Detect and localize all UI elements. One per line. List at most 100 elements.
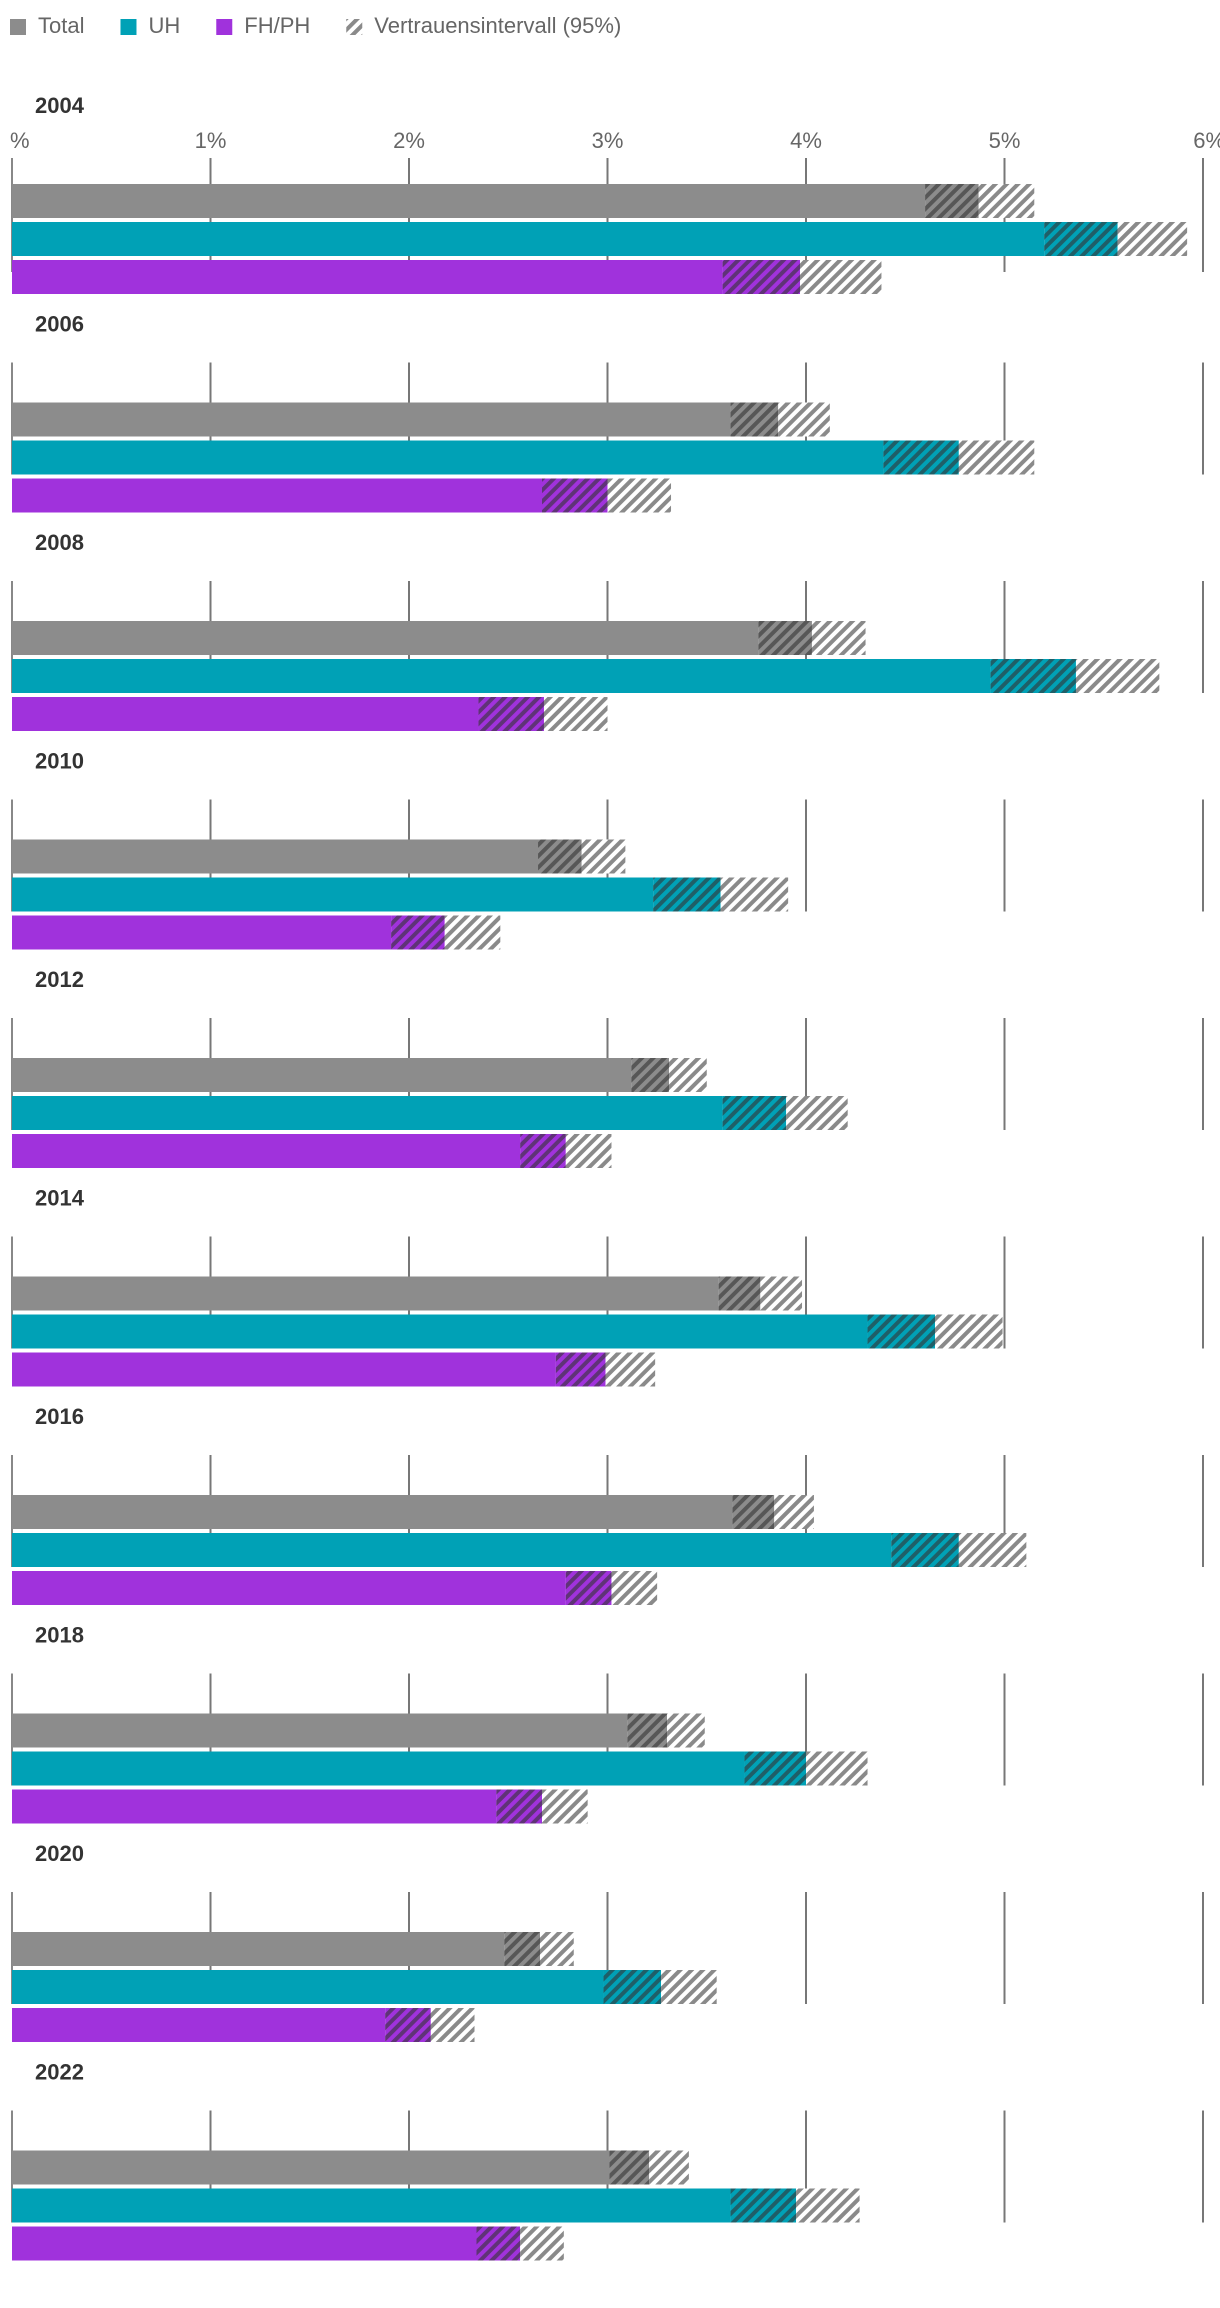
ci-upper-hatch [430, 2008, 475, 2042]
ci-lower-hatch [520, 1134, 566, 1168]
bar-total [12, 1276, 719, 1311]
tick-label: 6% [1193, 128, 1220, 153]
bar-fh-ph [12, 1571, 566, 1605]
ci-lower-hatch [744, 1751, 806, 1786]
bar-fh-ph [12, 1134, 521, 1168]
ci-upper-hatch [669, 1058, 707, 1092]
ci-upper-hatch [605, 1352, 656, 1387]
panel-title: 2018 [35, 1623, 84, 1648]
bar-total [12, 1932, 505, 1966]
ci-lower-hatch [883, 440, 959, 475]
bar-uh [12, 659, 991, 693]
ci-lower-hatch [758, 621, 812, 655]
ci-upper-hatch [778, 402, 830, 437]
ci-lower-hatch [631, 1058, 670, 1092]
panel-2020: 2020 [11, 1841, 1204, 2042]
bar-fh-ph [12, 1789, 497, 1824]
ci-lower-hatch [867, 1314, 936, 1349]
ci-upper-hatch [760, 1276, 803, 1311]
legend-label: Total [38, 13, 84, 38]
ci-upper-hatch [541, 1789, 588, 1824]
ci-lower-hatch [990, 659, 1076, 693]
ci-upper-hatch [1075, 659, 1160, 693]
legend-swatch-ci [346, 19, 363, 35]
tick-label: 5% [989, 128, 1021, 153]
ci-upper-hatch [958, 440, 1035, 475]
legend-label: UH [148, 13, 180, 38]
panel-2022: 2022 [11, 2060, 1204, 2261]
panel-title: 2012 [35, 967, 84, 992]
ci-upper-hatch [720, 877, 789, 912]
bar-fh-ph [12, 697, 479, 731]
panel-title: 2014 [35, 1186, 85, 1211]
ci-lower-hatch [730, 2188, 797, 2223]
ci-lower-hatch [925, 184, 979, 218]
ci-lower-hatch [478, 697, 544, 731]
ci-lower-hatch [541, 478, 608, 513]
bar-total [12, 1713, 628, 1748]
ci-lower-hatch [653, 877, 721, 912]
panel-title: 2022 [35, 2060, 84, 2085]
legend-item: UH [120, 13, 180, 38]
bar-uh [12, 2188, 731, 2223]
ci-upper-hatch [543, 697, 608, 731]
panel-title: 2008 [35, 530, 84, 555]
panel-title: 2016 [35, 1404, 84, 1429]
panel-2006: 2006 [11, 312, 1204, 513]
bar-uh [12, 1970, 604, 2004]
bar-total [12, 1058, 632, 1092]
ci-upper-hatch [607, 478, 672, 513]
panel-2004: 2004% 1% 2% 3% 4% 5% 6% [10, 93, 1220, 294]
ci-lower-hatch [722, 1096, 787, 1130]
ci-upper-hatch [800, 260, 882, 294]
panel-2018: 2018 [11, 1623, 1204, 1824]
bar-uh [12, 1533, 892, 1567]
ci-lower-hatch [555, 1352, 606, 1387]
bar-uh [12, 1751, 745, 1786]
ci-upper-hatch [935, 1314, 1003, 1349]
ci-upper-hatch [565, 1134, 612, 1168]
tick-label: 4% [790, 128, 822, 153]
bar-total [12, 1495, 733, 1529]
ci-upper-hatch [540, 1932, 574, 1966]
bar-fh-ph [12, 2008, 386, 2042]
ci-lower-hatch [504, 1932, 541, 1966]
ci-lower-hatch [385, 2008, 431, 2042]
legend-swatch [10, 19, 26, 35]
ci-upper-hatch [520, 2226, 564, 2261]
ci-lower-hatch [730, 402, 779, 437]
bar-uh [12, 222, 1045, 256]
ci-lower-hatch [603, 1970, 662, 2004]
ci-upper-hatch [796, 2188, 860, 2223]
bar-uh [12, 440, 884, 475]
panel-title: 2010 [35, 749, 84, 774]
legend-item: Total [10, 13, 84, 38]
ci-lower-hatch [1044, 222, 1118, 256]
ci-lower-hatch [627, 1713, 668, 1748]
ci-upper-hatch [786, 1096, 848, 1130]
ci-lower-hatch [609, 2150, 650, 2185]
panel-title: 2020 [35, 1841, 84, 1866]
legend-item: Vertrauensintervall (95%) [346, 13, 621, 38]
panel-2012: 2012 [11, 967, 1204, 1168]
bar-fh-ph [12, 915, 392, 950]
ci-upper-hatch [667, 1713, 705, 1748]
panel-2016: 2016 [11, 1404, 1204, 1605]
bar-total [12, 2150, 610, 2185]
panel-title: 2004 [35, 93, 85, 118]
bar-uh [12, 1314, 868, 1349]
tick-label: 3% [592, 128, 624, 153]
ci-upper-hatch [581, 839, 626, 874]
legend: Total UH FH/PH Vertrauensintervall (95%) [10, 13, 621, 38]
tick-label: 2% [393, 128, 425, 153]
ci-lower-hatch [718, 1276, 761, 1311]
ci-lower-hatch [391, 915, 445, 950]
legend-label: FH/PH [244, 13, 310, 38]
ci-upper-hatch [806, 1751, 868, 1786]
bar-fh-ph [12, 260, 723, 294]
ci-upper-hatch [1117, 222, 1188, 256]
bar-uh [12, 877, 654, 912]
panel-2008: 2008 [11, 530, 1204, 731]
ci-upper-hatch [649, 2150, 689, 2185]
